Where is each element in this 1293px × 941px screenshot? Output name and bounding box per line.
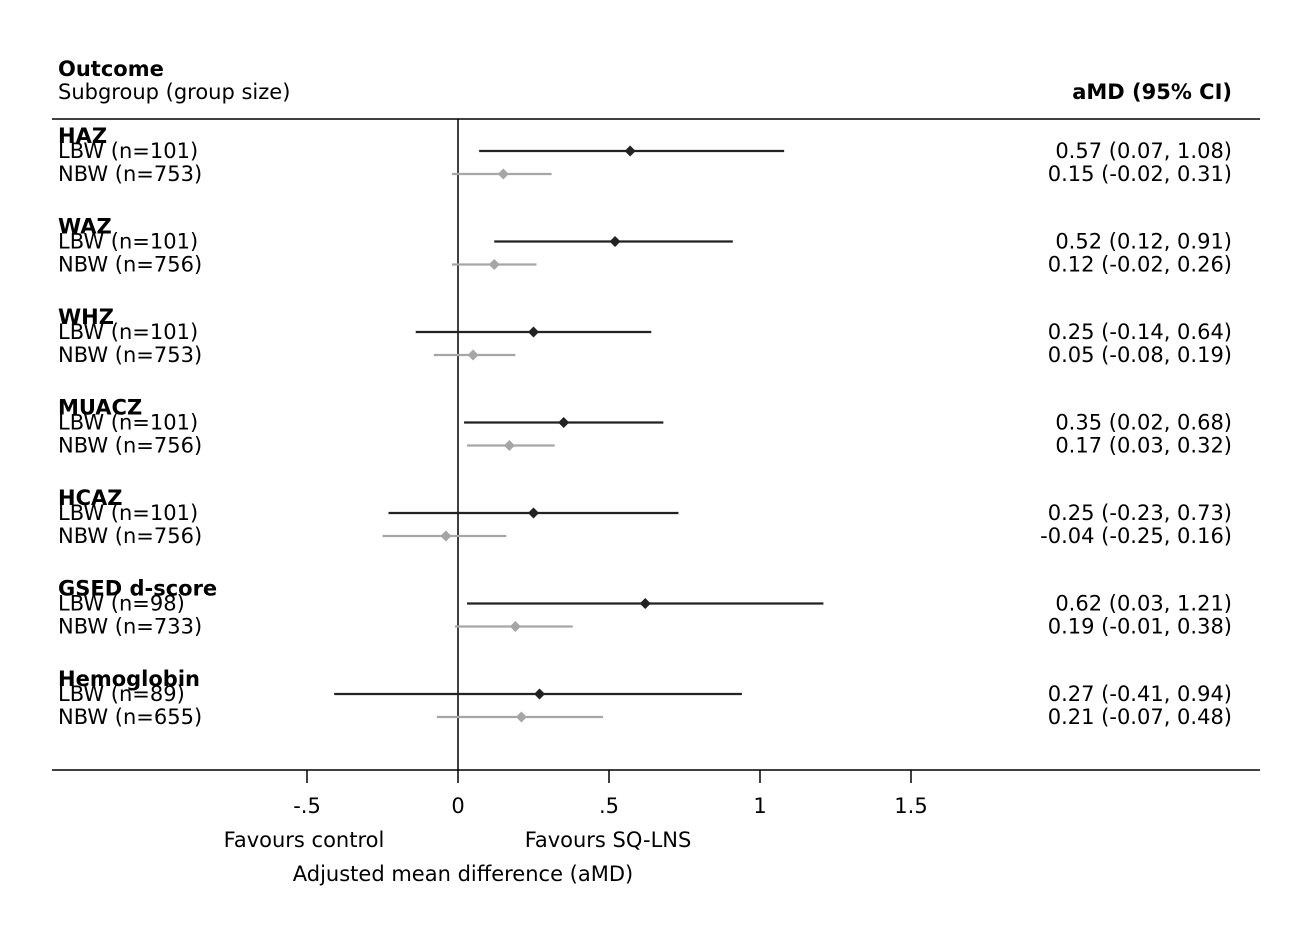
amd-value-whz-nbw: 0.05 (-0.08, 0.19) bbox=[1048, 343, 1232, 367]
estimate-marker-waz-lbw bbox=[609, 236, 621, 247]
header-outcome: Outcome bbox=[58, 57, 164, 81]
subgroup-label-whz-nbw: NBW (n=753) bbox=[58, 343, 202, 367]
estimate-marker-hcaz-lbw bbox=[528, 507, 539, 519]
amd-value-hemoglobin-nbw: 0.21 (-0.07, 0.48) bbox=[1048, 705, 1232, 729]
x-axis-label: Adjusted mean difference (aMD) bbox=[293, 862, 633, 886]
subgroup-label-hemoglobin-nbw: NBW (n=655) bbox=[58, 705, 202, 729]
estimate-marker-waz-nbw bbox=[488, 259, 500, 270]
amd-value-waz-nbw: 0.12 (-0.02, 0.26) bbox=[1048, 253, 1232, 277]
subgroup-label-waz-lbw: LBW (n=101) bbox=[58, 230, 198, 254]
estimate-marker-haz-nbw bbox=[497, 168, 509, 180]
amd-value-gsed-d-score-nbw: 0.19 (-0.01, 0.38) bbox=[1048, 615, 1232, 639]
outcome-title-gsed-d-score: GSED d-score bbox=[58, 577, 217, 601]
amd-value-hcaz-lbw: 0.25 (-0.23, 0.73) bbox=[1048, 501, 1232, 525]
amd-value-muacz-lbw: 0.35 (0.02, 0.68) bbox=[1055, 411, 1232, 435]
amd-value-gsed-d-score-lbw: 0.62 (0.03, 1.21) bbox=[1055, 592, 1232, 616]
amd-value-haz-lbw: 0.57 (0.07, 1.08) bbox=[1055, 139, 1232, 163]
subgroup-label-muacz-nbw: NBW (n=756) bbox=[58, 434, 202, 458]
amd-value-muacz-nbw: 0.17 (0.03, 0.32) bbox=[1055, 434, 1232, 458]
subgroup-label-whz-lbw: LBW (n=101) bbox=[58, 320, 198, 344]
estimate-marker-hemoglobin-nbw bbox=[515, 711, 527, 723]
subgroup-label-waz-nbw: NBW (n=756) bbox=[58, 253, 202, 277]
x-tick-label: .5 bbox=[599, 794, 619, 818]
amd-value-haz-nbw: 0.15 (-0.02, 0.31) bbox=[1048, 162, 1232, 186]
outcome-title-hemoglobin: Hemoglobin bbox=[58, 667, 200, 691]
estimate-marker-hcaz-nbw bbox=[440, 530, 452, 542]
subgroup-label-gsed-d-score-lbw: LBW (n=98) bbox=[58, 592, 185, 616]
subgroup-label-muacz-lbw: LBW (n=101) bbox=[58, 411, 198, 435]
subgroup-label-hcaz-nbw: NBW (n=756) bbox=[58, 524, 202, 548]
amd-value-waz-lbw: 0.52 (0.12, 0.91) bbox=[1055, 230, 1232, 254]
outcome-title-waz: WAZ bbox=[58, 215, 112, 239]
subgroup-label-haz-nbw: NBW (n=753) bbox=[58, 162, 202, 186]
x-tick-label: 0 bbox=[451, 794, 464, 818]
estimate-marker-muacz-nbw bbox=[503, 440, 515, 451]
subgroup-label-hemoglobin-lbw: LBW (n=89) bbox=[58, 682, 185, 706]
favours-control-label: Favours control bbox=[224, 828, 385, 852]
amd-value-hcaz-nbw: -0.04 (-0.25, 0.16) bbox=[1040, 524, 1232, 548]
subgroup-label-haz-lbw: LBW (n=101) bbox=[58, 139, 198, 163]
estimate-marker-haz-lbw bbox=[624, 145, 636, 157]
header-amd: aMD (95% CI) bbox=[1072, 80, 1232, 104]
outcome-title-haz: HAZ bbox=[58, 124, 107, 148]
subgroup-label-hcaz-lbw: LBW (n=101) bbox=[58, 501, 198, 525]
x-tick-label: 1 bbox=[753, 794, 766, 818]
estimate-marker-gsed-d-score-nbw bbox=[509, 621, 521, 632]
estimate-marker-hemoglobin-lbw bbox=[534, 688, 546, 700]
estimate-marker-whz-nbw bbox=[467, 349, 479, 361]
favours-sqlns-label: Favours SQ-LNS bbox=[525, 828, 692, 852]
outcome-title-whz: WHZ bbox=[58, 305, 114, 329]
outcome-title-hcaz: HCAZ bbox=[58, 486, 122, 510]
estimate-marker-gsed-d-score-lbw bbox=[639, 598, 651, 609]
amd-value-whz-lbw: 0.25 (-0.14, 0.64) bbox=[1048, 320, 1232, 344]
outcome-title-muacz: MUACZ bbox=[58, 396, 142, 420]
header-subgroup: Subgroup (group size) bbox=[58, 80, 290, 104]
x-tick-label: -.5 bbox=[293, 794, 321, 818]
amd-value-hemoglobin-lbw: 0.27 (-0.41, 0.94) bbox=[1048, 682, 1232, 706]
axis-ticks: -.5 0 .5 1 1.5 bbox=[293, 770, 928, 818]
estimate-marker-whz-lbw bbox=[528, 326, 539, 338]
estimate-marker-muacz-lbw bbox=[558, 417, 570, 428]
subgroup-label-gsed-d-score-nbw: NBW (n=733) bbox=[58, 615, 202, 639]
x-tick-label: 1.5 bbox=[894, 794, 927, 818]
